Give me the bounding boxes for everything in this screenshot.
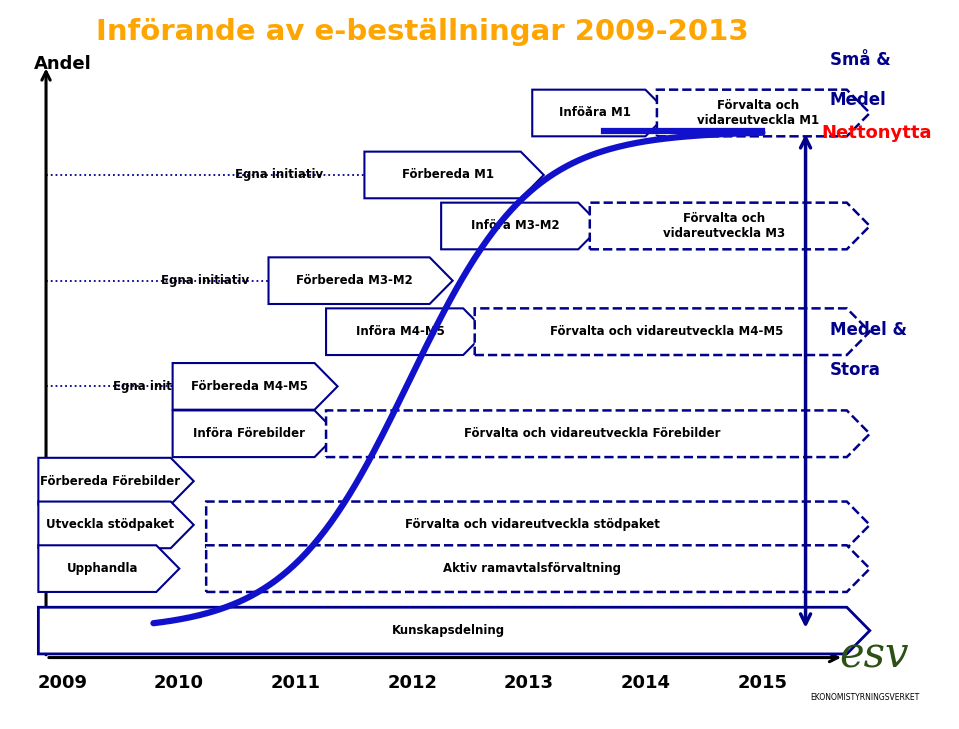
Text: Medel: Medel bbox=[830, 91, 886, 109]
Text: Förvalta och
vidareutveckla M1: Förvalta och vidareutveckla M1 bbox=[696, 99, 819, 127]
Polygon shape bbox=[38, 545, 179, 592]
Text: Införa M4-M5: Införa M4-M5 bbox=[356, 325, 445, 338]
Polygon shape bbox=[38, 607, 870, 654]
Text: 2014: 2014 bbox=[620, 674, 670, 693]
Text: Andel: Andel bbox=[34, 55, 91, 73]
Text: Upphandla: Upphandla bbox=[67, 562, 139, 575]
Text: Förvalta och vidareutveckla Förebilder: Förvalta och vidareutveckla Förebilder bbox=[464, 427, 720, 440]
Polygon shape bbox=[38, 502, 194, 548]
Text: Medel &: Medel & bbox=[830, 321, 906, 339]
Polygon shape bbox=[269, 257, 453, 304]
Text: Stora: Stora bbox=[830, 361, 880, 379]
Text: Införa Förebilder: Införa Förebilder bbox=[194, 427, 305, 440]
Text: esv: esv bbox=[839, 634, 908, 677]
Text: Förbereda Förebilder: Förbereda Förebilder bbox=[40, 475, 180, 488]
Text: Nettonytta: Nettonytta bbox=[822, 124, 932, 142]
Text: Införa M3-M2: Införa M3-M2 bbox=[471, 219, 560, 233]
Polygon shape bbox=[364, 152, 544, 198]
Text: Egna initiativ: Egna initiativ bbox=[161, 274, 249, 287]
Text: Inföăra M1: Inföăra M1 bbox=[559, 106, 630, 120]
Text: Förvalta och vidareutveckla M4-M5: Förvalta och vidareutveckla M4-M5 bbox=[550, 325, 784, 338]
Polygon shape bbox=[206, 502, 870, 548]
Text: Kunskapsdelning: Kunskapsdelning bbox=[392, 624, 504, 637]
Text: Utveckla stödpaket: Utveckla stödpaket bbox=[46, 518, 175, 531]
Text: 2011: 2011 bbox=[270, 674, 320, 693]
Text: Små &: Små & bbox=[830, 51, 890, 69]
Text: 2010: 2010 bbox=[154, 674, 204, 693]
Text: Förvalta och
vidareutveckla M3: Förvalta och vidareutveckla M3 bbox=[663, 212, 785, 240]
Polygon shape bbox=[441, 203, 601, 249]
Text: Aktiv ramavtalsförvaltning: Aktiv ramavtalsförvaltning bbox=[443, 562, 621, 575]
Text: Införande av e-beställningar 2009-2013: Införande av e-beställningar 2009-2013 bbox=[96, 18, 748, 46]
Text: 2013: 2013 bbox=[504, 674, 554, 693]
Text: 2009: 2009 bbox=[37, 674, 87, 693]
Polygon shape bbox=[475, 308, 870, 355]
Text: EKONOMISTYRNINGSVERKET: EKONOMISTYRNINGSVERKET bbox=[810, 693, 920, 701]
Text: 2012: 2012 bbox=[387, 674, 437, 693]
Polygon shape bbox=[38, 458, 194, 504]
Text: Förbereda M3-M2: Förbereda M3-M2 bbox=[296, 274, 413, 287]
Polygon shape bbox=[326, 410, 870, 457]
Polygon shape bbox=[326, 308, 486, 355]
Text: Förbereda M1: Förbereda M1 bbox=[403, 168, 494, 182]
Polygon shape bbox=[173, 410, 338, 457]
Text: Egna initiativ: Egna initiativ bbox=[236, 168, 323, 182]
Polygon shape bbox=[657, 90, 870, 136]
Text: 2015: 2015 bbox=[737, 674, 787, 693]
Text: Förbereda M4-M5: Förbereda M4-M5 bbox=[191, 380, 308, 393]
Polygon shape bbox=[590, 203, 870, 249]
Text: Förvalta och vidareutveckla stödpaket: Förvalta och vidareutveckla stödpaket bbox=[405, 518, 660, 531]
Polygon shape bbox=[173, 363, 338, 410]
Polygon shape bbox=[532, 90, 668, 136]
Text: Egna initiativ: Egna initiativ bbox=[113, 380, 201, 393]
Polygon shape bbox=[206, 545, 870, 592]
